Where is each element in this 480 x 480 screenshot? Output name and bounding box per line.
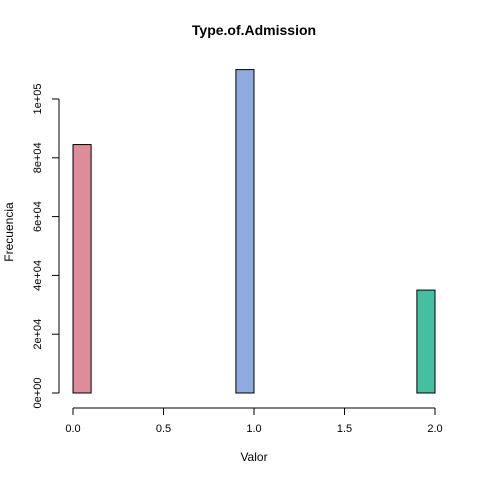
bars-group xyxy=(72,69,436,394)
x-tick-label: 1.0 xyxy=(246,423,261,435)
y-tick-label: 1e+05 xyxy=(32,84,44,115)
x-tick-label: 1.5 xyxy=(337,423,352,435)
x-axis-label: Valor xyxy=(240,450,267,464)
histogram-bar xyxy=(416,289,436,394)
x-axis: 0.0 0.5 1.0 1.5 2.0 xyxy=(65,407,443,435)
y-tick-label: 6e+04 xyxy=(32,201,44,232)
y-axis: 0e+00 2e+04 4e+04 6e+04 8e+04 1e+05 xyxy=(32,84,60,409)
y-tick-label: 2e+04 xyxy=(32,319,44,350)
y-tick-label: 4e+04 xyxy=(32,260,44,291)
histogram-bar xyxy=(72,144,92,394)
y-tick-label: 0e+00 xyxy=(32,378,44,409)
x-tick-label: 0.5 xyxy=(156,423,171,435)
chart-title: Type.of.Admission xyxy=(192,22,316,38)
y-axis-label: Frecuencia xyxy=(2,202,16,262)
x-tick-label: 0.0 xyxy=(65,423,80,435)
x-tick-label: 2.0 xyxy=(427,423,442,435)
y-tick-label: 8e+04 xyxy=(32,142,44,173)
histogram-bar xyxy=(235,69,255,394)
